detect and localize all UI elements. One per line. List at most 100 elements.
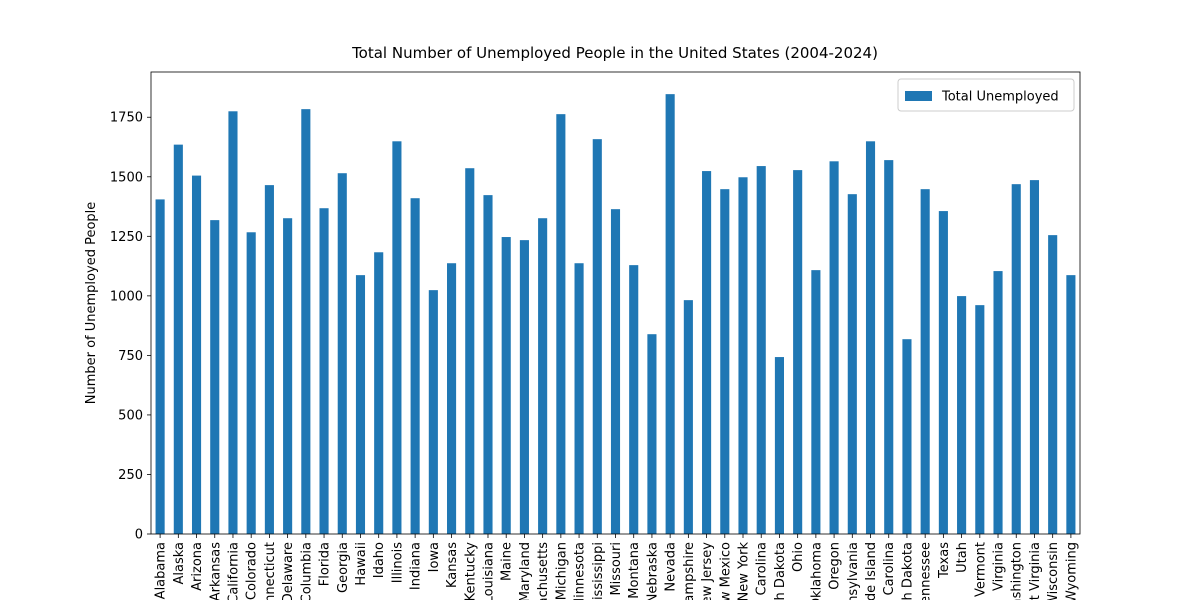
x-tick-label: Indiana: [409, 542, 424, 590]
x-tick-label: Oklahoma: [809, 542, 824, 600]
y-tick-label: 1000: [110, 289, 143, 304]
x-tick-label: Delaware: [281, 542, 296, 600]
bar: [774, 357, 784, 534]
x-tick-label: California: [226, 542, 241, 600]
x-tick-label: West Virginia: [1028, 542, 1043, 600]
bar: [793, 170, 803, 534]
bar: [865, 141, 876, 535]
x-tick-label: Vermont: [973, 542, 988, 597]
bar: [556, 114, 566, 534]
x-tick-label: Nebraska: [645, 542, 660, 600]
y-tick-label: 250: [118, 468, 143, 483]
bar: [847, 194, 857, 535]
x-tick-label: Wisconsin: [1046, 542, 1061, 600]
x-tick-label: Rhode Island: [864, 542, 879, 600]
bar: [483, 195, 493, 535]
x-tick-label: Connecticut: [263, 542, 278, 600]
bar: [829, 161, 839, 534]
bar: [665, 94, 675, 534]
x-tick-label: New York: [737, 542, 752, 600]
bar: [902, 339, 912, 534]
x-tick-label: Massachusetts: [536, 542, 551, 600]
y-tick-label: 750: [118, 349, 143, 364]
x-tick-label: Montana: [627, 542, 642, 599]
x-tick-label: Oregon: [828, 542, 843, 590]
bar: [592, 139, 602, 534]
bar: [683, 300, 693, 534]
bar: [501, 237, 511, 534]
bar: [410, 198, 420, 534]
x-tick-label: North Dakota: [773, 542, 788, 600]
legend-label: Total Unemployed: [941, 90, 1059, 105]
x-tick-label: Maryland: [518, 542, 533, 600]
bar: [392, 141, 402, 535]
bar: [647, 334, 657, 534]
bar: [428, 290, 438, 534]
bar: [574, 263, 584, 534]
x-tick-label: District of Columbia: [299, 542, 314, 600]
x-tick-label: Washington: [1010, 542, 1025, 600]
x-tick-label: Kentucky: [463, 542, 478, 600]
bar: [283, 218, 293, 534]
x-tick-label: Missouri: [609, 542, 624, 596]
x-tick-label: Ohio: [791, 542, 806, 572]
x-tick-label: Arkansas: [208, 542, 223, 600]
bar: [447, 263, 457, 534]
bar: [738, 177, 748, 534]
bar: [811, 270, 821, 534]
legend-box: [897, 78, 1075, 112]
bar: [337, 173, 347, 534]
x-tick-label: Mississippi: [591, 542, 606, 600]
x-tick-label: Colorado: [245, 542, 260, 600]
bar: [629, 265, 639, 534]
x-tick-label: Minnesota: [573, 542, 588, 600]
legend: Total Unemployed: [897, 78, 1075, 112]
bar: [1011, 184, 1021, 534]
bar: [301, 109, 311, 534]
bar: [957, 296, 967, 534]
bar: [884, 160, 894, 534]
x-tick-label: New Mexico: [718, 542, 733, 600]
bar: [191, 175, 202, 535]
bar: [374, 252, 384, 534]
x-tick-label: Maine: [500, 542, 515, 581]
bar: [538, 218, 548, 534]
bar: [756, 166, 766, 534]
x-tick-label: Kansas: [445, 542, 460, 588]
bar: [920, 189, 930, 535]
y-tick-label: 0: [135, 528, 143, 543]
x-tick-label: Idaho: [372, 542, 387, 578]
bar: [1029, 180, 1040, 534]
y-tick-label: 1250: [110, 230, 143, 245]
bar: [319, 208, 329, 534]
bar: [210, 220, 220, 534]
x-tick-label: New Jersey: [700, 542, 715, 600]
bar: [610, 209, 621, 534]
x-tick-label: Utah: [955, 542, 970, 573]
x-tick-label: Georgia: [336, 542, 351, 593]
x-tick-label: Tennessee: [919, 542, 934, 600]
x-tick-label: Texas: [937, 542, 952, 579]
bar: [702, 171, 712, 534]
bar: [993, 271, 1003, 534]
bar: [938, 211, 948, 534]
x-tick-label: Illinois: [390, 542, 405, 583]
bar: [519, 240, 529, 535]
bar: [720, 189, 730, 535]
x-tick-label: Alaska: [172, 542, 187, 585]
y-tick-label: 500: [118, 408, 143, 423]
bar: [975, 305, 985, 534]
bar: [355, 275, 366, 534]
bar: [228, 111, 238, 534]
x-tick-label: South Dakota: [900, 542, 915, 600]
x-tick-label: Wyoming: [1064, 542, 1079, 600]
y-tick-label: 1500: [110, 170, 143, 185]
bar: [1048, 235, 1058, 535]
x-tick-label: Virginia: [992, 542, 1007, 591]
bar: [264, 185, 274, 534]
x-tick-label: South Carolina: [882, 542, 897, 600]
x-tick-label: Michigan: [554, 542, 569, 600]
legend-swatch: [905, 91, 932, 101]
